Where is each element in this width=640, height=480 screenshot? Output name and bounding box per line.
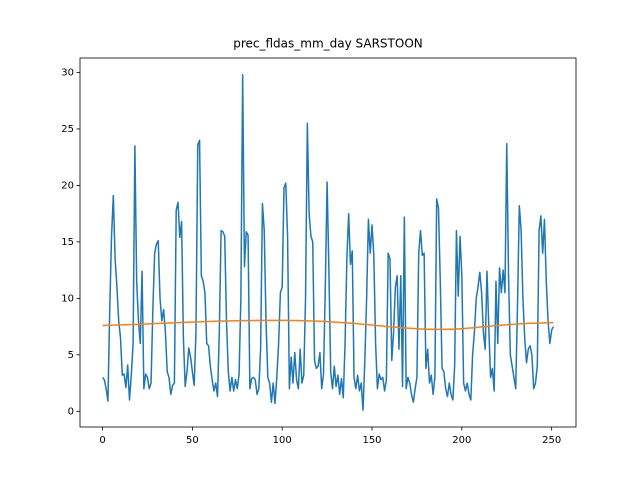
x-tick-label: 100 (273, 435, 292, 446)
x-tick-label: 50 (186, 435, 199, 446)
y-tick-label: 15 (61, 237, 74, 248)
y-tick-label: 20 (61, 180, 74, 191)
line-series (101, 73, 555, 411)
y-tick-label: 25 (61, 124, 74, 135)
y-tick-label: 30 (61, 67, 74, 78)
x-tick-label: 0 (99, 435, 105, 446)
y-tick-label: 0 (68, 406, 74, 417)
line-series (102, 319, 554, 331)
chart-title: prec_fldas_mm_day SARSTOON (233, 37, 423, 51)
x-tick-label: 200 (452, 435, 471, 446)
x-tick-label: 150 (362, 435, 381, 446)
axes-frame (79, 57, 577, 428)
y-tick-label: 10 (61, 293, 74, 304)
y-tick-label: 5 (68, 350, 74, 361)
x-tick-label: 250 (542, 435, 561, 446)
